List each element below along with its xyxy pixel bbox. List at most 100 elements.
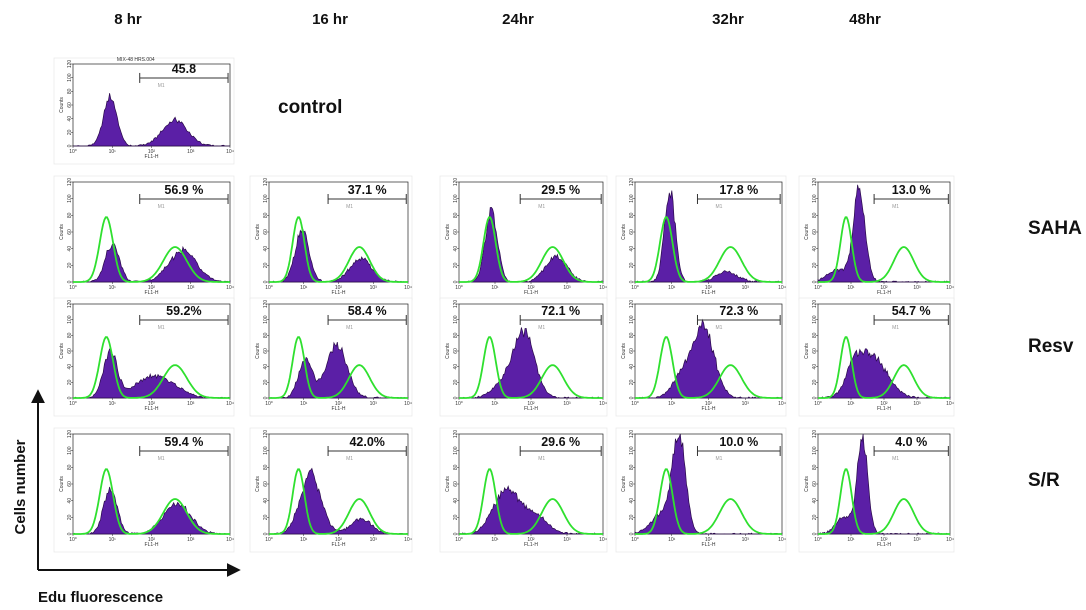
histogram-fill <box>268 341 409 399</box>
x-tick-label: 10³ <box>563 285 571 291</box>
y-tick-label: 0 <box>263 396 269 399</box>
control-overlay-line <box>635 216 782 283</box>
x-tick-label: 10¹ <box>300 285 308 291</box>
x-tick-label: 10¹ <box>668 285 676 291</box>
gate-label: M1 <box>538 325 545 331</box>
x-tick-label: 10⁰ <box>265 285 273 291</box>
x-tick-label: 10⁴ <box>599 285 607 291</box>
control-overlay-line <box>818 216 950 283</box>
y-tick-label: 100 <box>812 194 818 203</box>
x-tick-label: 10² <box>148 285 156 291</box>
y-tick-label: 40 <box>67 116 73 122</box>
x-tick-label: 10² <box>527 285 535 291</box>
y-tick-label: 120 <box>812 178 818 187</box>
gate-label: M1 <box>538 456 545 462</box>
x-tick-label: 10⁰ <box>814 537 822 543</box>
x-axis-label: FL1-H <box>702 542 716 548</box>
histogram-panel-resv-1: 0 20 40 60 80 100 120 10⁰ 10¹ 10² 10³ 10⁴ FL1-H Count… <box>53 297 235 417</box>
y-tick-label: 40 <box>67 246 73 252</box>
histogram-panel-saha-5: 0 20 40 60 80 100 120 10⁰ 10¹ 10² 10³ 10⁴ FL1-H Count… <box>798 175 955 301</box>
y-tick-label: 100 <box>629 446 635 455</box>
x-tick-label: 10³ <box>913 537 921 543</box>
y-tick-label: 80 <box>629 464 635 470</box>
y-tick-label: 120 <box>629 430 635 439</box>
y-tick-label: 20 <box>812 262 818 268</box>
y-tick-label: 60 <box>453 348 459 354</box>
control-overlay-line <box>635 336 782 399</box>
y-axis-label: Counts <box>59 224 65 240</box>
y-axis-label: Counts <box>445 343 451 359</box>
x-tick-label: 10³ <box>370 285 378 291</box>
control-overlay-line <box>459 468 603 535</box>
y-tick-label: 60 <box>67 229 73 235</box>
x-tick-label: 10³ <box>187 537 195 543</box>
x-tick-label: 10¹ <box>668 401 676 407</box>
x-tick-label: 10² <box>705 401 713 407</box>
y-tick-label: 40 <box>453 364 459 370</box>
y-tick-label: 20 <box>629 379 635 385</box>
histogram-panel-saha-1: 0 20 40 60 80 100 120 10⁰ 10¹ 10² 10³ 10⁴ FL1-H Count… <box>53 175 235 301</box>
histogram-fill <box>269 467 409 535</box>
y-tick-label: 60 <box>812 481 818 487</box>
x-tick-label: 10⁰ <box>814 401 822 407</box>
x-tick-label: 10⁰ <box>69 401 77 407</box>
y-axis-label: Counts <box>255 343 261 359</box>
y-tick-label: 20 <box>453 514 459 520</box>
x-tick-label: 10³ <box>913 401 921 407</box>
x-tick-label: 10² <box>148 149 156 155</box>
y-tick-label: 40 <box>629 498 635 504</box>
y-tick-label: 40 <box>812 246 818 252</box>
y-tick-label: 120 <box>812 300 818 309</box>
x-tick-label: 10¹ <box>847 537 855 543</box>
row-label-saha: SAHA <box>1028 218 1082 239</box>
control-overlay-line <box>73 468 230 535</box>
y-tick-label: 60 <box>263 229 269 235</box>
y-tick-label: 20 <box>67 514 73 520</box>
x-tick-label: 10² <box>148 401 156 407</box>
x-axis-label: FL1-H <box>145 290 159 296</box>
x-tick-label: 10⁴ <box>778 537 786 543</box>
x-tick-label: 10⁰ <box>631 401 639 407</box>
y-tick-label: 20 <box>453 379 459 385</box>
y-tick-label: 80 <box>453 212 459 218</box>
y-tick-label: 20 <box>67 129 73 135</box>
y-tick-label: 80 <box>812 332 818 338</box>
x-axis-label: FL1-H <box>877 542 891 548</box>
x-tick-label: 10⁰ <box>69 285 77 291</box>
percent-label: 45.8 <box>172 62 196 76</box>
x-tick-label: 10⁴ <box>946 285 954 291</box>
percent-label: 42.0% <box>349 435 384 449</box>
y-tick-label: 80 <box>453 332 459 338</box>
y-tick-label: 20 <box>812 379 818 385</box>
control-overlay-line <box>459 216 603 283</box>
x-tick-label: 10⁴ <box>778 401 786 407</box>
time-header-8hr: 8 hr <box>114 11 142 28</box>
x-tick-label: 10⁴ <box>226 401 234 407</box>
histogram-panel-resv-4: 0 20 40 60 80 100 120 10⁰ 10¹ 10² 10³ 10⁴ FL1-H Count… <box>615 297 787 417</box>
percent-label: 13.0 % <box>892 183 931 197</box>
histogram-panel-resv-2: 0 20 40 60 80 100 120 10⁰ 10¹ 10² 10³ 10⁴ FL1-H Count… <box>249 297 413 417</box>
histogram-panels: 0 20 40 60 80 100 120 10⁰ 10¹ 10² 10³ 10⁴ FL1-H Count… <box>53 57 955 553</box>
y-tick-label: 80 <box>67 332 73 338</box>
time-header-24hr: 24hr <box>502 11 534 28</box>
gate-label: M1 <box>346 325 353 331</box>
x-tick-label: 10¹ <box>109 401 117 407</box>
y-tick-label: 20 <box>629 262 635 268</box>
y-tick-label: 20 <box>812 514 818 520</box>
control-overlay-line <box>73 336 230 399</box>
gate-label: M1 <box>715 456 722 462</box>
x-tick-label: 10⁴ <box>599 401 607 407</box>
y-axis-label: Counts <box>621 343 627 359</box>
histogram-panel-control: 0 20 40 60 80 100 120 10⁰ 10¹ 10² 10³ 10⁴ FL1-H Count… <box>53 57 235 165</box>
gate-label: M1 <box>158 325 165 331</box>
gate-label: M1 <box>892 204 899 210</box>
y-tick-label: 40 <box>629 246 635 252</box>
x-axis-label: FL1-H <box>145 542 159 548</box>
y-tick-label: 60 <box>67 481 73 487</box>
x-tick-label: 10⁴ <box>226 537 234 543</box>
control-overlay-line <box>269 336 408 399</box>
y-tick-label: 100 <box>67 194 73 203</box>
y-tick-label: 60 <box>629 229 635 235</box>
gate-label: M1 <box>715 204 722 210</box>
y-tick-label: 100 <box>263 194 269 203</box>
